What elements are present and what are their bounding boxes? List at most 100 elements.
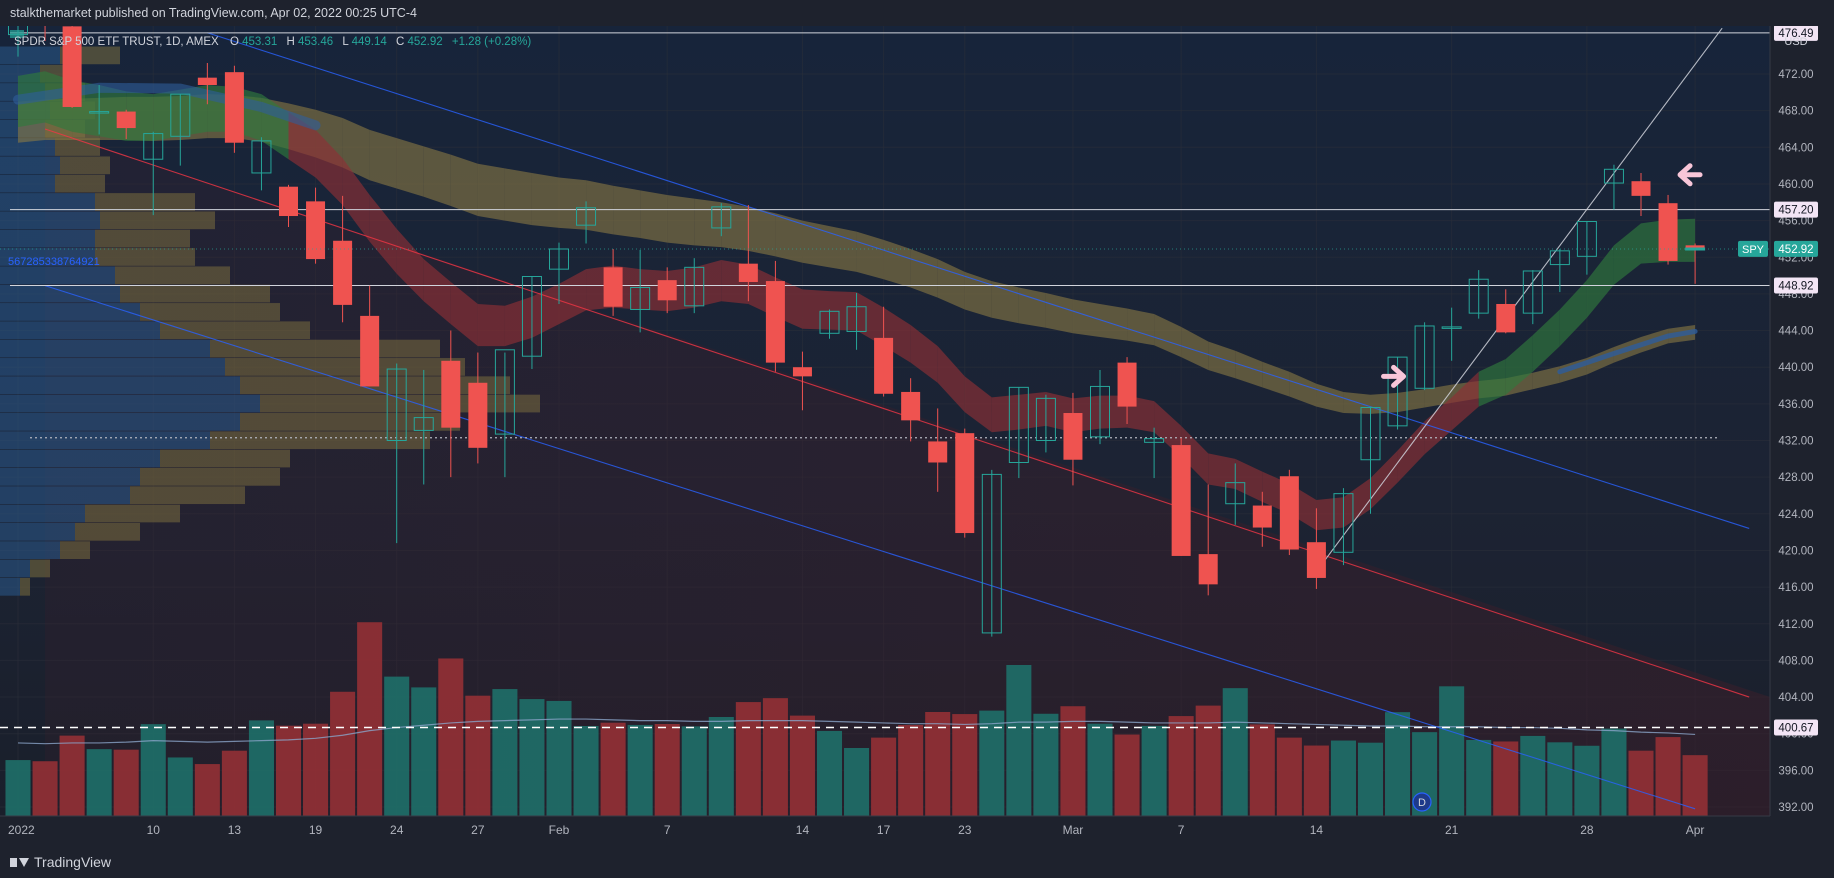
profile-bar-up	[0, 284, 120, 303]
y-tick-label: 424.00	[1778, 509, 1813, 521]
fast-ema-band	[342, 158, 370, 242]
volume-bar	[1006, 665, 1032, 816]
candle-body-down	[1171, 445, 1191, 556]
legend-close-label: C	[396, 36, 404, 48]
candle-body-up	[170, 93, 191, 137]
candle-body-up	[386, 368, 407, 441]
volume-bar	[762, 698, 788, 816]
trendline-white-trend	[1315, 27, 1723, 572]
candle-body-up	[1035, 397, 1056, 442]
volume-bar	[1168, 716, 1194, 816]
slow-ema-band	[991, 281, 1019, 324]
slow-ema-band	[694, 198, 722, 248]
candle-body-up	[1144, 438, 1165, 443]
slow-ema-band	[1018, 287, 1046, 328]
profile-bar-down	[120, 284, 270, 303]
volume-bar	[357, 622, 383, 816]
fast-ema-band	[964, 376, 992, 433]
profile-bar-up	[0, 431, 210, 450]
profile-bar-up	[0, 211, 100, 230]
y-tick-label: 460.00	[1778, 179, 1813, 191]
candle-body-down	[738, 263, 758, 282]
volume-bar	[167, 757, 193, 816]
fast-ema-band	[1181, 425, 1209, 485]
fast-ema-band	[1478, 358, 1506, 407]
volume-bar	[952, 714, 978, 816]
candle-body-up	[1468, 278, 1489, 314]
legend: SPDR S&P 500 ETF TRUST, 1D, AMEX O 453.3…	[10, 30, 531, 48]
y-tick-label: 456.00	[1778, 216, 1813, 228]
x-tick-label: 19	[309, 823, 323, 837]
profile-bar-up	[0, 248, 95, 266]
profile-bar-down	[100, 211, 215, 230]
fast-ema-band	[504, 296, 532, 347]
price-chart[interactable]: 472.00468.00464.00460.00456.00452.00448.…	[0, 1, 1834, 846]
publisher-bar: stalkthemarket published on TradingView.…	[0, 0, 1834, 26]
volume-bar	[1466, 739, 1492, 816]
profile-bar-down	[140, 467, 280, 486]
candle-body-down	[1658, 203, 1678, 261]
candle-body-up	[521, 275, 542, 357]
fast-ema-band	[1018, 391, 1046, 430]
fast-ema-band	[1586, 245, 1614, 318]
y-axis-ticks: 472.00468.00464.00460.00456.00452.00448.…	[1778, 69, 1813, 814]
dividend-circle[interactable]	[1412, 792, 1432, 812]
profile-bar-down	[130, 486, 245, 505]
profile-bar-up	[0, 413, 240, 431]
slow-ema-band	[640, 190, 668, 243]
x-tick-label: 28	[1580, 823, 1594, 837]
profile-bar-down	[115, 266, 230, 285]
volume-bar	[627, 724, 653, 816]
fast-ema-band	[396, 228, 424, 302]
x-tick-label: 10	[147, 823, 161, 837]
publisher-text: stalkthemarket published on TradingView.…	[10, 6, 417, 20]
chart-area[interactable]: 472.00 468.00 464.00 460.00 456.00 452.00 448.…	[0, 1, 1834, 846]
currency-label[interactable]: USD	[1784, 36, 1807, 48]
profile-bar-down	[95, 193, 195, 211]
profile-bar-up	[0, 504, 85, 523]
slow-ema-band	[1532, 366, 1560, 390]
profile-bar-up	[0, 174, 55, 193]
volume-bar	[5, 760, 31, 816]
profile-bar-down	[225, 358, 465, 376]
x-tick-label: Apr	[1686, 823, 1705, 837]
horizontal-levels[interactable]	[0, 32, 1770, 729]
candle-body-up	[576, 207, 597, 226]
x-tick-label: 23	[958, 823, 972, 837]
profile-bar-down	[30, 559, 50, 578]
profile-bar-up	[0, 376, 240, 395]
fast-ema-band	[369, 194, 397, 274]
y-tick-label: 468.00	[1778, 106, 1813, 118]
x-tick-label: 13	[228, 823, 242, 837]
slow-ema-band	[1045, 292, 1073, 334]
volume-bar	[1357, 742, 1384, 816]
fast-ema-band	[315, 129, 343, 206]
profile-bar-down	[210, 339, 440, 358]
slow-ema-band	[1397, 389, 1425, 413]
fast-ema-band	[153, 89, 181, 141]
profile-bar-down	[60, 541, 90, 560]
legend-open: 453.31	[242, 36, 277, 48]
profile-bar-down	[210, 431, 430, 450]
candle-body-up	[1576, 221, 1597, 257]
volume-bar	[546, 700, 572, 816]
slow-ema-band	[531, 172, 559, 228]
volume-bar	[1195, 705, 1221, 816]
candle-body-up	[89, 111, 110, 114]
profile-bar-up	[0, 394, 260, 413]
profile-bar-down	[85, 504, 180, 523]
slow-ema-band	[883, 239, 911, 288]
trendlines[interactable]	[44, 27, 1750, 810]
fast-ema-band	[1424, 397, 1452, 455]
fast-ema-band	[802, 289, 830, 330]
fast-ema-band	[423, 259, 451, 325]
volume-bar	[735, 702, 761, 816]
slow-ema-band	[559, 177, 587, 230]
volume-bar	[275, 725, 302, 816]
tradingview-logo[interactable]: TradingView	[10, 854, 111, 870]
x-tick-label: 7	[1178, 823, 1185, 837]
fast-ema-band	[531, 283, 559, 338]
volume-bar	[600, 722, 626, 816]
dividend-marker[interactable]: D	[1412, 792, 1432, 812]
price-axis[interactable]	[1770, 26, 1834, 846]
